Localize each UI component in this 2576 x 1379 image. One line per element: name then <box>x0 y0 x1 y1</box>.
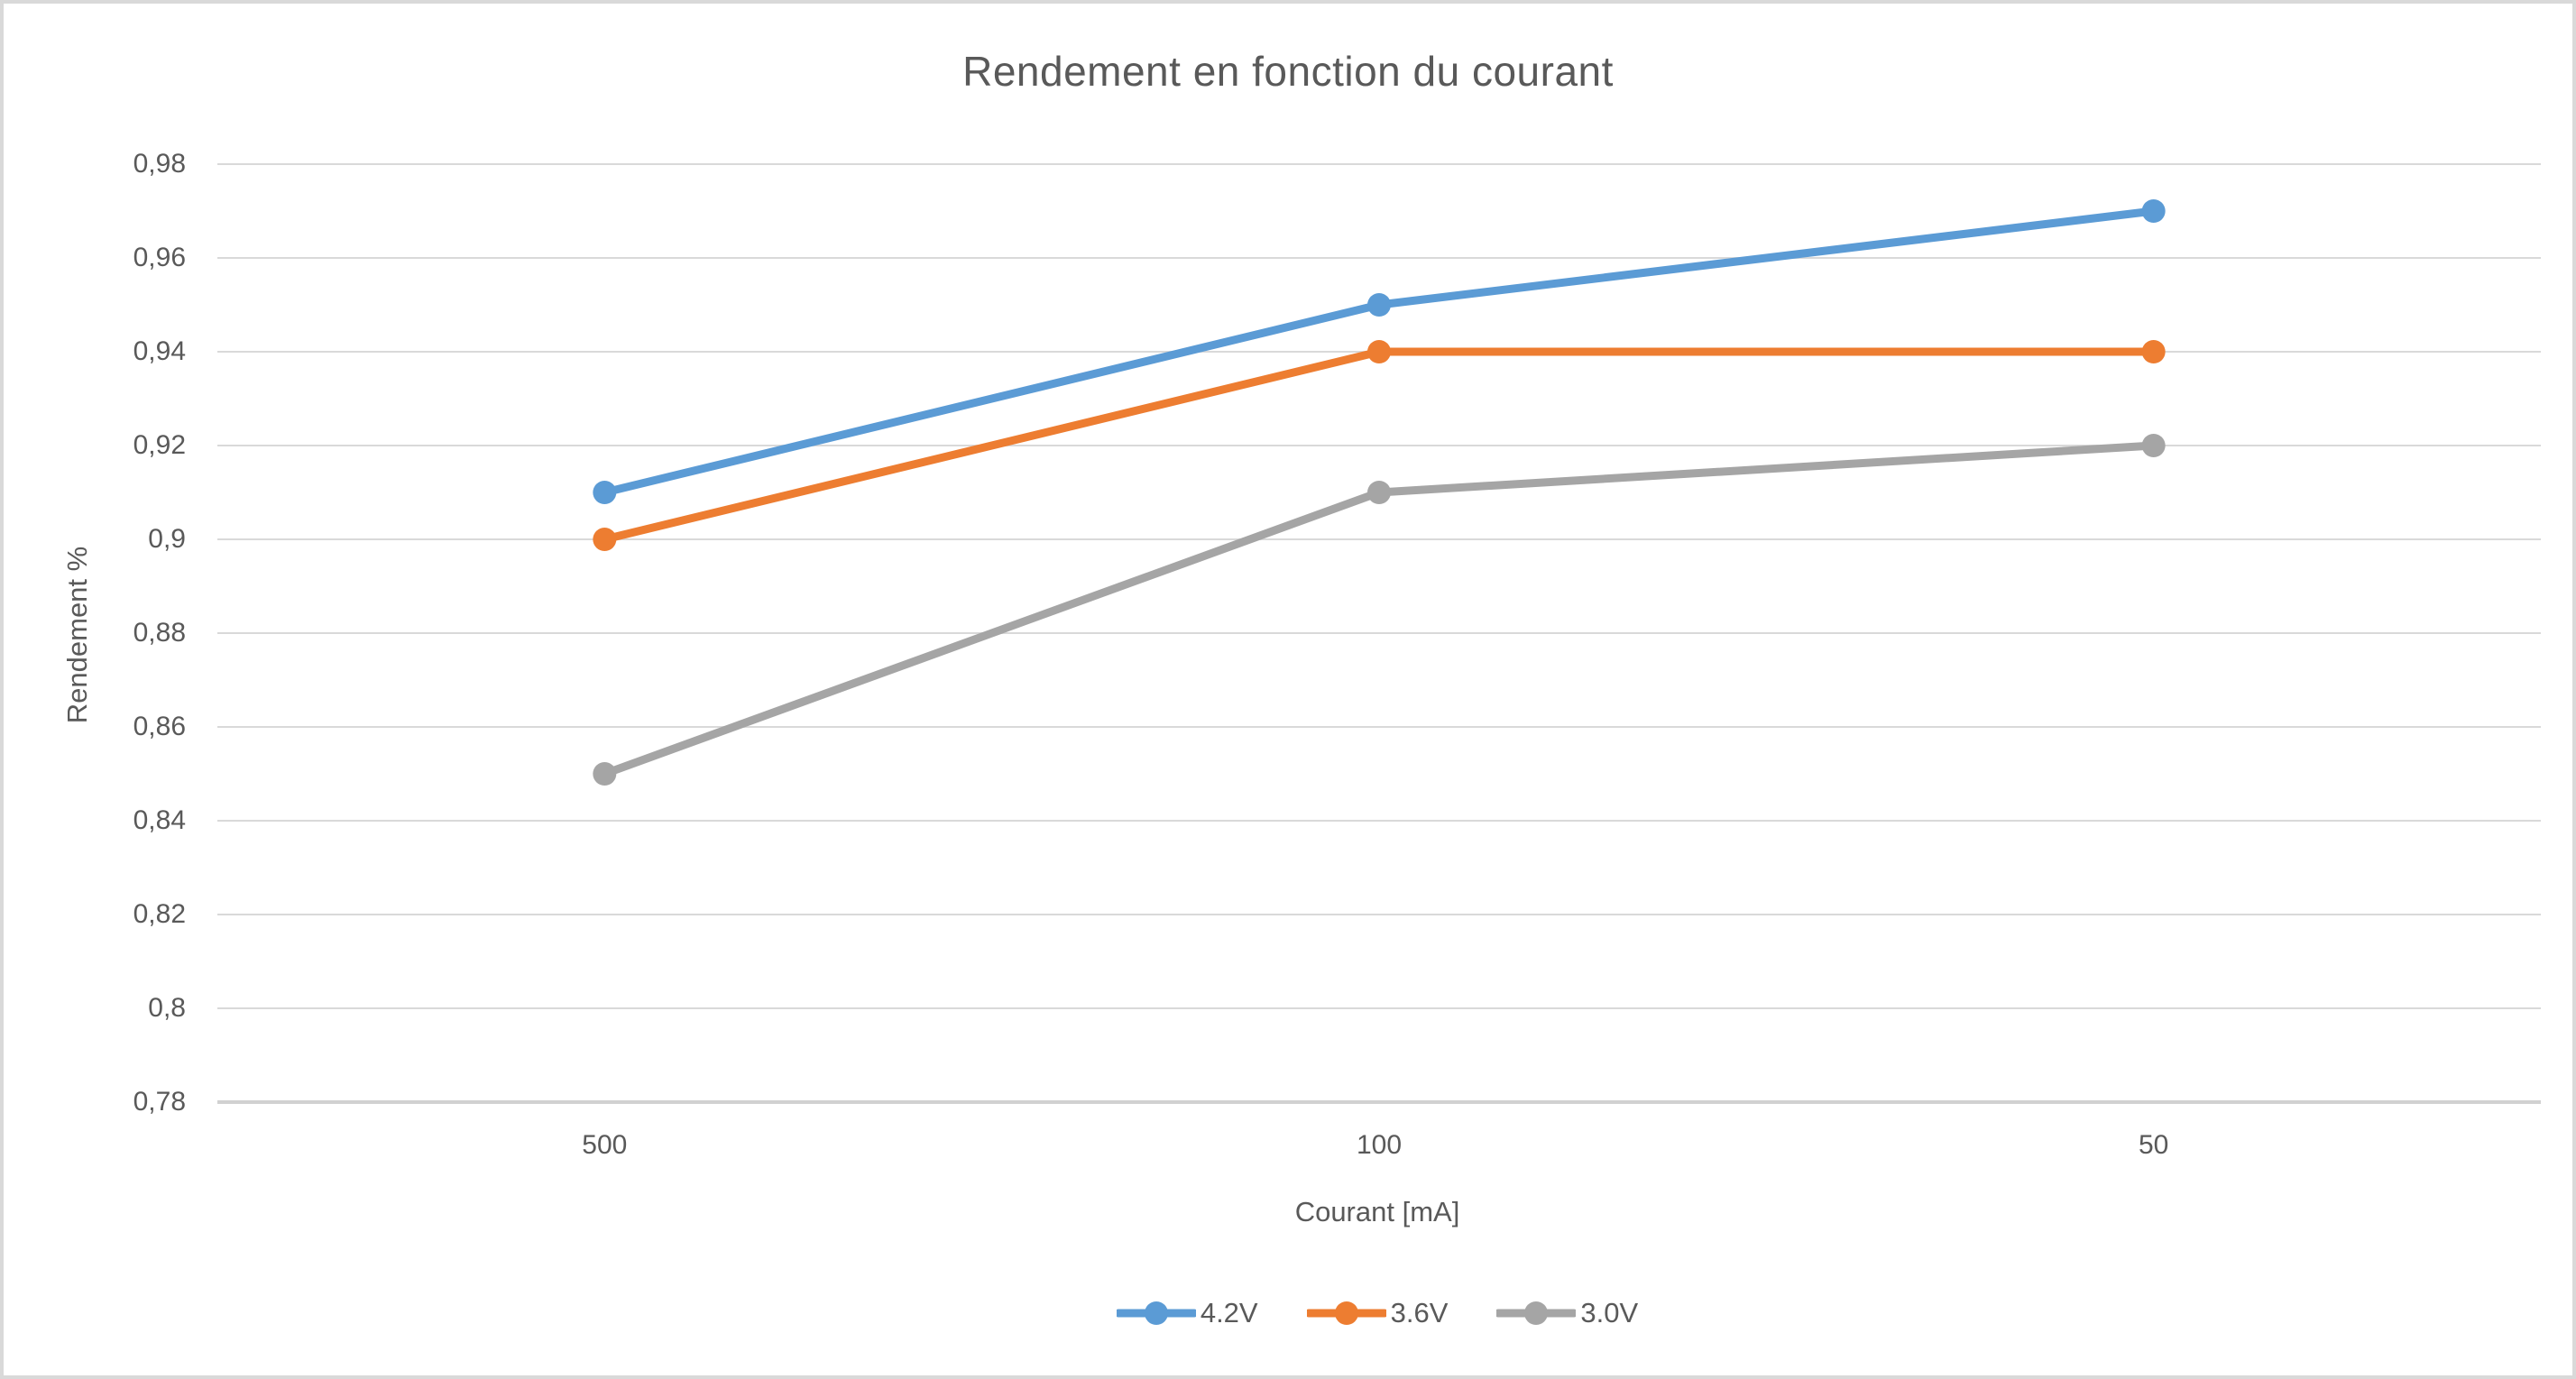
data-point-3.0V-500 <box>593 762 617 786</box>
data-point-3.6V-500 <box>593 528 617 551</box>
y-tick-label: 0,8 <box>148 993 186 1023</box>
legend-item-3.0V: 3.0V <box>1496 1297 1638 1329</box>
y-tick-label: 0,84 <box>133 805 186 835</box>
legend-label: 3.6V <box>1390 1297 1449 1328</box>
legend: 4.2V 3.6V 3.0V <box>214 1297 2541 1329</box>
y-tick-label: 0,96 <box>133 243 186 272</box>
y-tick-label: 0,86 <box>133 712 186 741</box>
x-tick-label: 500 <box>582 1130 628 1160</box>
y-tick-label: 0,9 <box>148 524 186 554</box>
y-tick-label: 0,94 <box>133 336 186 366</box>
y-tick-label: 0,88 <box>133 618 186 648</box>
data-point-3.6V-50 <box>2141 340 2166 363</box>
x-axis-title: Courant [mA] <box>1294 1196 1460 1227</box>
legend-marker-icon <box>1496 1301 1577 1325</box>
data-point-3.0V-100 <box>1367 481 1391 504</box>
legend-marker-icon <box>1306 1301 1386 1325</box>
y-tick-label: 0,82 <box>133 899 186 929</box>
y-tick-label: 0,98 <box>133 149 186 179</box>
legend-marker-icon <box>1116 1301 1196 1325</box>
data-point-4.2V-500 <box>593 481 617 504</box>
data-point-4.2V-100 <box>1367 293 1391 317</box>
x-tick-label: 100 <box>1356 1130 1403 1160</box>
legend-label: 3.0V <box>1580 1297 1639 1328</box>
data-point-3.6V-100 <box>1367 340 1391 363</box>
chart-title: Rendement en fonction du courant <box>962 48 1614 95</box>
plot-area <box>217 163 2541 1104</box>
data-point-4.2V-50 <box>2141 199 2166 223</box>
legend-item-3.6V: 3.6V <box>1306 1297 1449 1329</box>
y-tick-label: 0,78 <box>133 1087 186 1117</box>
data-point-3.0V-50 <box>2141 434 2166 457</box>
x-tick-label: 50 <box>2138 1130 2169 1160</box>
y-tick-label: 0,92 <box>133 430 186 460</box>
legend-label: 4.2V <box>1200 1297 1258 1328</box>
legend-item-4.2V: 4.2V <box>1116 1297 1258 1329</box>
